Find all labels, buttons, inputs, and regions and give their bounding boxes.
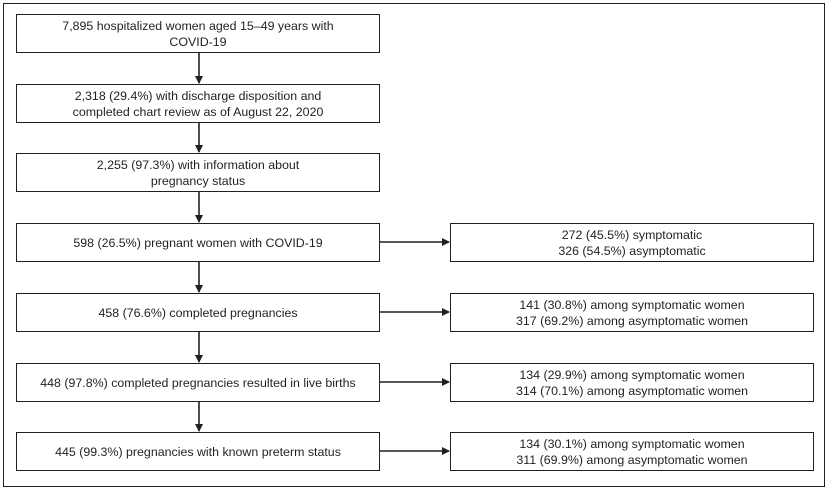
box-line: 141 (30.8%) among symptomatic women <box>519 297 745 312</box>
box-line: 314 (70.1%) among asymptomatic women <box>515 383 749 398</box>
box-line: 134 (30.1%) among symptomatic women <box>519 436 745 451</box>
side-box-live-births-by-symptom: 134 (29.9%) among symptomatic women 314 … <box>450 363 814 402</box>
box-pregnancy-status: 2,255 (97.3%) with information about pre… <box>16 153 380 192</box>
box-line: 7,895 hospitalized women aged 15–49 year… <box>62 18 334 33</box>
box-line: 2,255 (97.3%) with information about <box>96 157 300 172</box>
box-live-births: 448 (97.8%) completed pregnancies result… <box>16 363 380 402</box>
box-line: pregnancy status <box>150 173 246 188</box>
box-completed-pregnancies: 458 (76.6%) completed pregnancies <box>16 293 380 332</box>
box-line: completed chart review as of August 22, … <box>72 104 324 119</box>
side-box-symptom-status: 272 (45.5%) symptomatic 326 (54.5%) asym… <box>450 223 814 262</box>
box-line: 458 (76.6%) completed pregnancies <box>98 305 298 320</box>
box-line: 448 (97.8%) completed pregnancies result… <box>40 375 356 390</box>
box-line: 326 (54.5%) asymptomatic <box>558 243 706 258</box>
box-line: 2,318 (29.4%) with discharge disposition… <box>74 88 322 103</box>
box-line: 134 (29.9%) among symptomatic women <box>519 367 745 382</box>
box-preterm-status: 445 (99.3%) pregnancies with known prete… <box>16 432 380 471</box>
box-line: COVID-19 <box>169 34 227 49</box>
box-pregnant-women: 598 (26.5%) pregnant women with COVID-19 <box>16 223 380 262</box>
box-line: 272 (45.5%) symptomatic <box>561 227 703 242</box>
box-hospitalized-women: 7,895 hospitalized women aged 15–49 year… <box>16 14 380 53</box>
side-box-completed-by-symptom: 141 (30.8%) among symptomatic women 317 … <box>450 293 814 332</box>
diagram-frame <box>3 3 825 487</box>
box-line: 317 (69.2%) among asymptomatic women <box>515 313 749 328</box>
box-line: 311 (69.9%) among asymptomatic women <box>516 452 748 467</box>
box-discharge-disposition: 2,318 (29.4%) with discharge disposition… <box>16 84 380 123</box>
box-line: 445 (99.3%) pregnancies with known prete… <box>55 444 341 459</box>
side-box-preterm-by-symptom: 134 (30.1%) among symptomatic women 311 … <box>450 432 814 471</box>
box-line: 598 (26.5%) pregnant women with COVID-19 <box>73 235 323 250</box>
